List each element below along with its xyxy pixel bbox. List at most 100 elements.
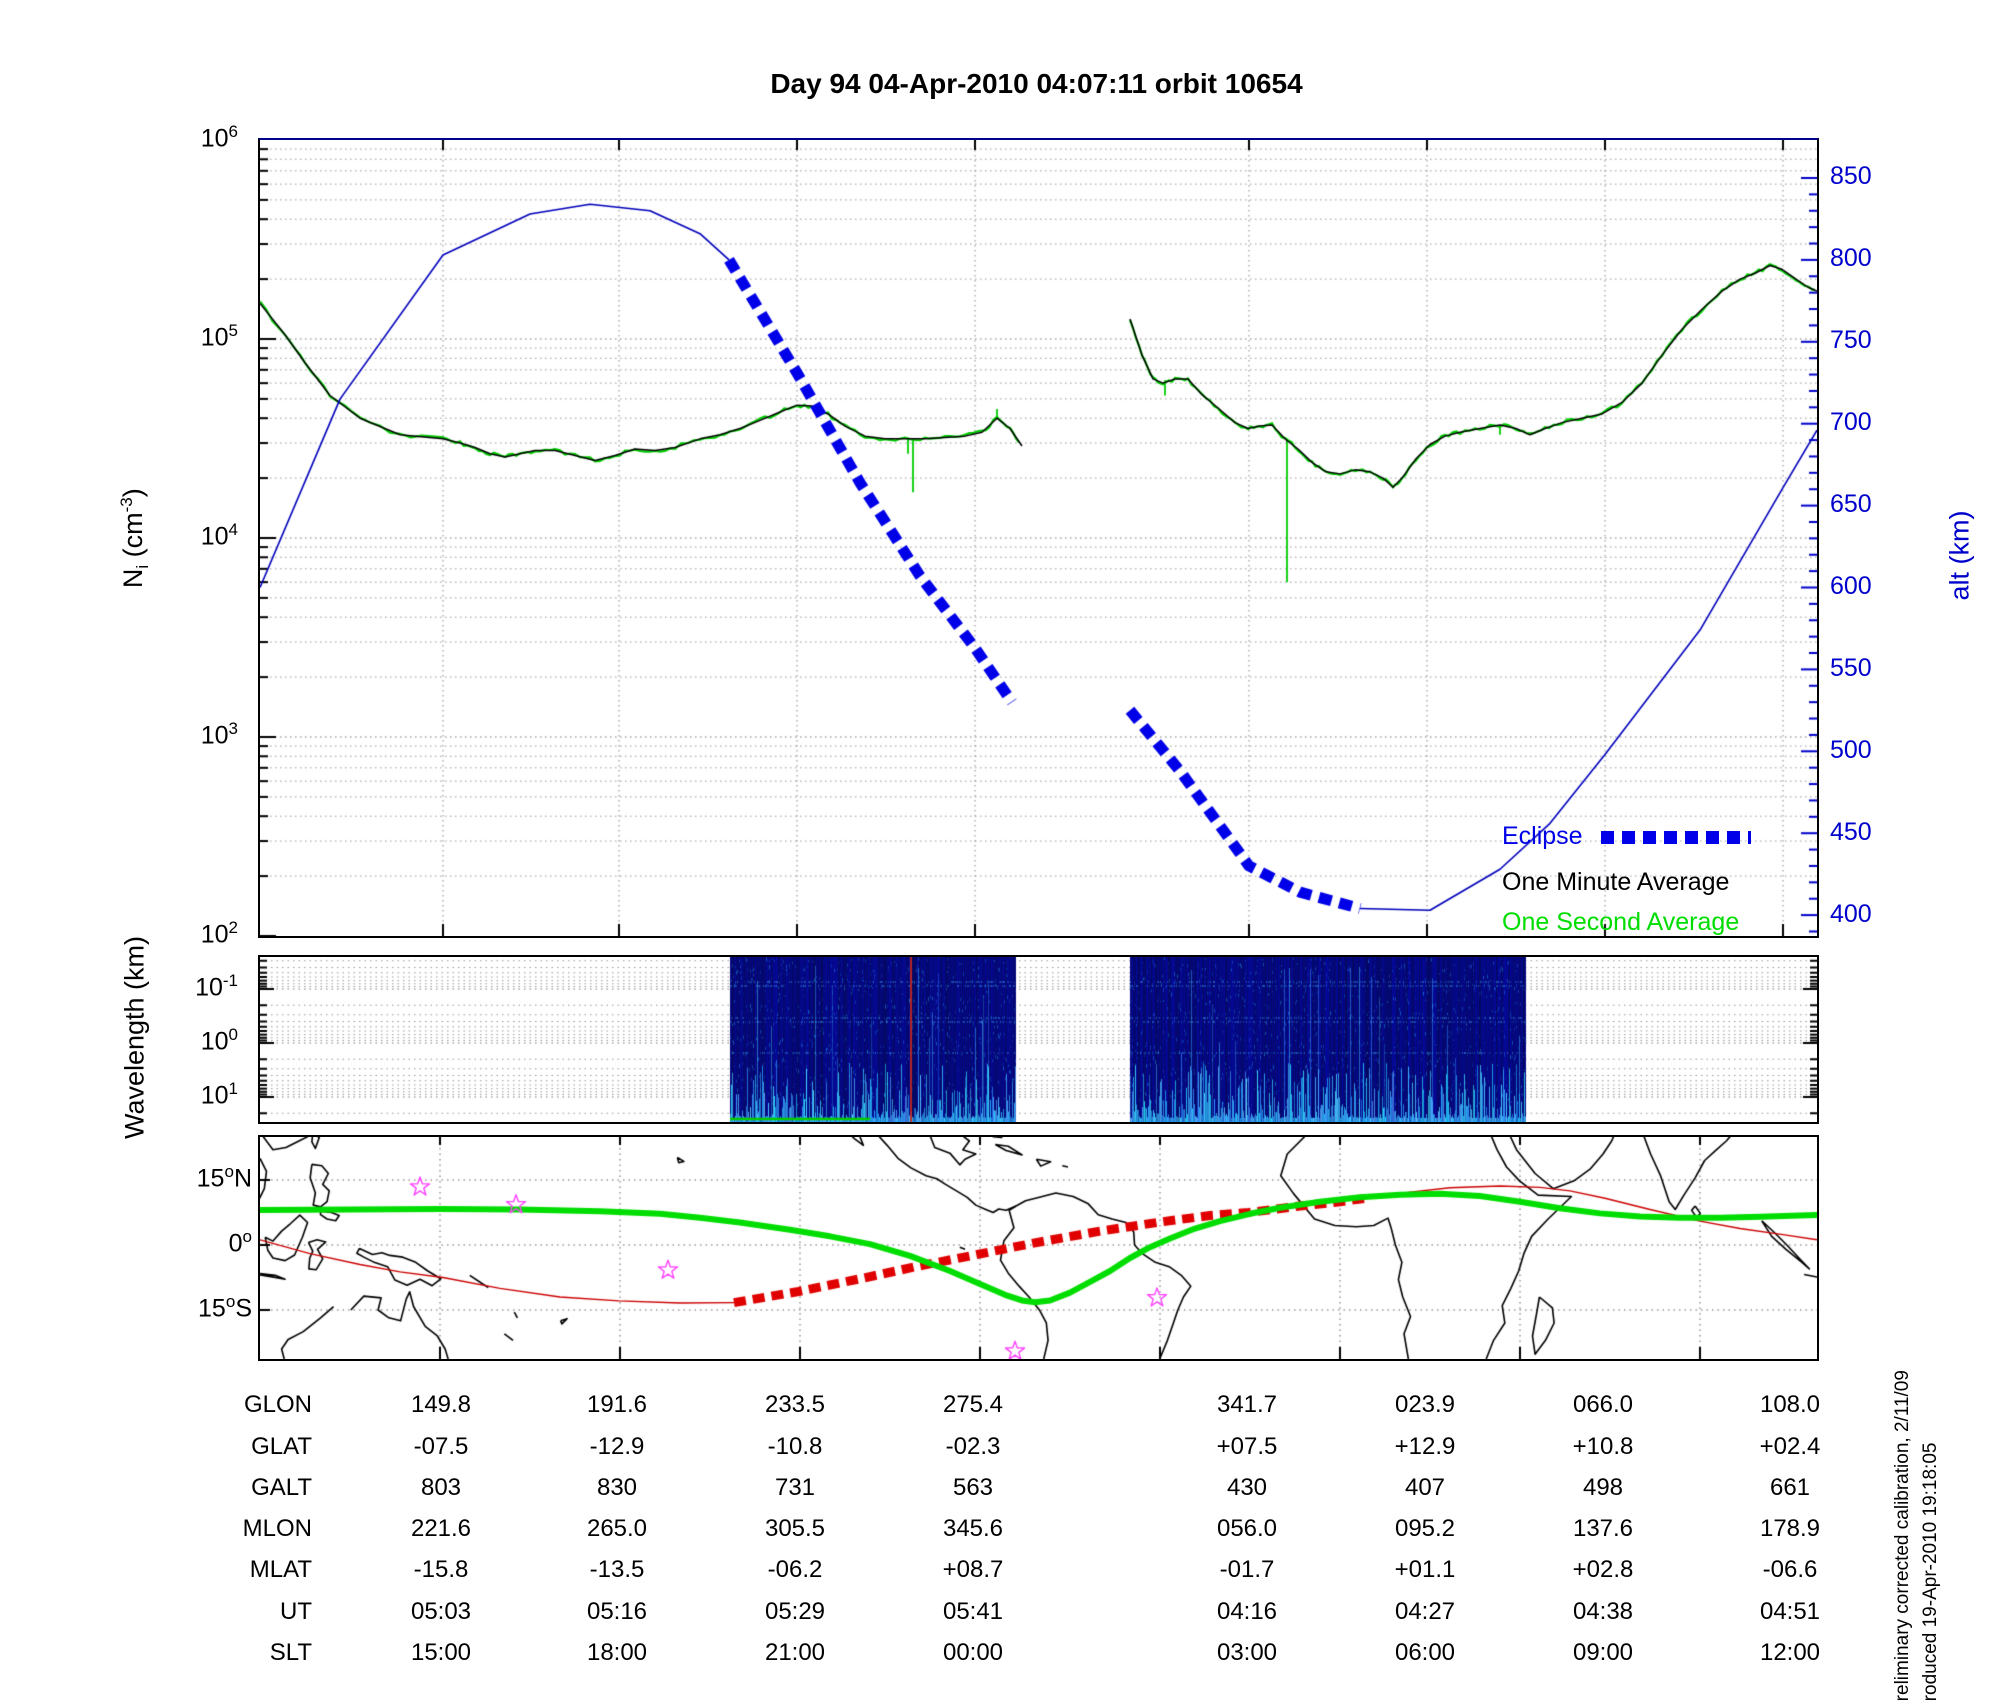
table-row-label-MLON: MLON xyxy=(242,1515,312,1542)
table-cell-SLT-6: 09:00 xyxy=(1572,1639,1634,1666)
altitude-tick-700: 700 xyxy=(1830,408,1872,436)
wavelength-tick-10e0: 100 xyxy=(200,1025,238,1056)
table-cell-GLON-3: 275.4 xyxy=(942,1391,1004,1418)
table-cell-MLAT-7: -06.6 xyxy=(1762,1556,1818,1583)
table-row-label-MLAT: MLAT xyxy=(249,1556,312,1583)
legend-one-second: One Second Average xyxy=(1502,908,1739,937)
table-cell-MLON-0: 221.6 xyxy=(410,1515,472,1542)
table-cell-MLON-3: 345.6 xyxy=(942,1515,1004,1542)
eclipse-dash-swatch xyxy=(1600,831,1751,844)
density-tick-10e6: 106 xyxy=(200,122,238,153)
table-cell-MLON-5: 095.2 xyxy=(1394,1515,1456,1542)
table-cell-GLAT-3: -02.3 xyxy=(945,1433,1001,1460)
map-lat-label-15N: 15oN xyxy=(196,1162,252,1193)
table-cell-SLT-3: 00:00 xyxy=(942,1639,1004,1666)
table-cell-MLON-7: 178.9 xyxy=(1759,1515,1821,1542)
table-cell-GLON-6: 066.0 xyxy=(1572,1391,1634,1418)
table-cell-SLT-1: 18:00 xyxy=(586,1639,648,1666)
table-cell-MLON-2: 305.5 xyxy=(764,1515,826,1542)
table-cell-GALT-3: 563 xyxy=(952,1474,994,1501)
legend-one-minute-label: One Minute Average xyxy=(1502,868,1730,896)
table-cell-GLON-0: 149.8 xyxy=(410,1391,472,1418)
table-cell-GLAT-5: +12.9 xyxy=(1394,1433,1456,1460)
table-cell-GLON-1: 191.6 xyxy=(586,1391,648,1418)
altitude-tick-600: 600 xyxy=(1830,572,1872,600)
density-tick-10e4: 104 xyxy=(200,520,238,551)
wavelength-spectrogram xyxy=(258,955,1819,1124)
table-cell-MLAT-0: -15.8 xyxy=(413,1556,469,1583)
table-cell-GLAT-1: -12.9 xyxy=(589,1433,645,1460)
table-cell-GLAT-7: +02.4 xyxy=(1759,1433,1821,1460)
table-cell-MLAT-1: -13.5 xyxy=(589,1556,645,1583)
table-cell-MLAT-3: +08.7 xyxy=(942,1556,1004,1583)
table-cell-GALT-1: 830 xyxy=(596,1474,638,1501)
produced-note: Produced 19-Apr-2010 19:18:05 xyxy=(1920,1442,1941,1700)
table-cell-GALT-5: 407 xyxy=(1404,1474,1446,1501)
wavelength-tick-10e1: 101 xyxy=(200,1079,238,1110)
table-cell-UT-2: 05:29 xyxy=(764,1598,826,1625)
table-cell-GALT-4: 430 xyxy=(1226,1474,1268,1501)
density-tick-10e2: 102 xyxy=(200,918,238,949)
wavelength-tick-10e-1: 10-1 xyxy=(195,971,238,1002)
table-cell-MLAT-2: -06.2 xyxy=(767,1556,823,1583)
table-cell-SLT-4: 03:00 xyxy=(1216,1639,1278,1666)
table-row-label-UT: UT xyxy=(280,1598,312,1625)
table-cell-GLON-2: 233.5 xyxy=(764,1391,826,1418)
legend-one-second-label: One Second Average xyxy=(1502,908,1740,936)
density-axis-label: Ni (cm-3) xyxy=(116,488,153,589)
table-cell-MLAT-6: +02.8 xyxy=(1572,1556,1634,1583)
table-cell-GLON-7: 108.0 xyxy=(1759,1391,1821,1418)
map-lat-label-0: 0o xyxy=(228,1227,252,1258)
altitude-tick-800: 800 xyxy=(1830,244,1872,272)
table-cell-UT-6: 04:38 xyxy=(1572,1598,1634,1625)
table-cell-UT-5: 04:27 xyxy=(1394,1598,1456,1625)
table-cell-MLON-6: 137.6 xyxy=(1572,1515,1634,1542)
table-cell-GLON-5: 023.9 xyxy=(1394,1391,1456,1418)
table-cell-GLAT-4: +07.5 xyxy=(1216,1433,1278,1460)
table-row-label-GALT: GALT xyxy=(251,1474,312,1501)
table-cell-UT-1: 05:16 xyxy=(586,1598,648,1625)
table-cell-UT-4: 04:16 xyxy=(1216,1598,1278,1625)
table-cell-GALT-6: 498 xyxy=(1582,1474,1624,1501)
altitude-tick-500: 500 xyxy=(1830,736,1872,764)
altitude-tick-550: 550 xyxy=(1830,654,1872,682)
table-cell-GALT-7: 661 xyxy=(1769,1474,1811,1501)
wavelength-axis-label: Wavelength (km) xyxy=(119,935,150,1140)
table-row-label-SLT: SLT xyxy=(269,1639,312,1666)
altitude-tick-400: 400 xyxy=(1830,900,1872,928)
table-cell-SLT-0: 15:00 xyxy=(410,1639,472,1666)
table-cell-GALT-2: 731 xyxy=(774,1474,816,1501)
altitude-tick-750: 750 xyxy=(1830,326,1872,354)
calibration-note: Preliminary corrected calibration, 2/11/… xyxy=(1892,1370,1913,1700)
spectrogram-canvas xyxy=(260,957,1817,1122)
ground-track-map xyxy=(258,1135,1819,1361)
table-cell-GLAT-6: +10.8 xyxy=(1572,1433,1634,1460)
altitude-tick-850: 850 xyxy=(1830,162,1872,190)
density-tick-10e3: 103 xyxy=(200,719,238,750)
table-cell-GLAT-2: -10.8 xyxy=(767,1433,823,1460)
table-cell-GLAT-0: -07.5 xyxy=(413,1433,469,1460)
map-lat-label-15S: 15oS xyxy=(198,1291,252,1323)
altitude-tick-450: 450 xyxy=(1830,818,1872,846)
table-cell-MLAT-5: +01.1 xyxy=(1394,1556,1456,1583)
table-cell-MLAT-4: -01.7 xyxy=(1219,1556,1275,1583)
table-cell-UT-0: 05:03 xyxy=(410,1598,472,1625)
table-cell-GALT-0: 803 xyxy=(420,1474,462,1501)
altitude-tick-650: 650 xyxy=(1830,490,1872,518)
table-cell-MLON-4: 056.0 xyxy=(1216,1515,1278,1542)
density-altitude-plot: Eclipse One Minute Average One Second Av… xyxy=(258,138,1819,938)
legend-eclipse-label: Eclipse xyxy=(1502,822,1583,850)
page-title: Day 94 04-Apr-2010 04:07:11 orbit 10654 xyxy=(770,68,1303,99)
table-row-label-GLON: GLON xyxy=(243,1391,312,1418)
table-cell-UT-7: 04:51 xyxy=(1759,1598,1821,1625)
table-cell-MLON-1: 265.0 xyxy=(586,1515,648,1542)
table-cell-SLT-5: 06:00 xyxy=(1394,1639,1456,1666)
density-tick-10e5: 105 xyxy=(200,321,238,352)
legend-one-minute: One Minute Average xyxy=(1502,868,1729,897)
table-cell-GLON-4: 341.7 xyxy=(1216,1391,1278,1418)
table-cell-SLT-7: 12:00 xyxy=(1759,1639,1821,1666)
density-altitude-canvas xyxy=(260,140,1817,936)
table-cell-SLT-2: 21:00 xyxy=(764,1639,826,1666)
table-cell-UT-3: 05:41 xyxy=(942,1598,1004,1625)
